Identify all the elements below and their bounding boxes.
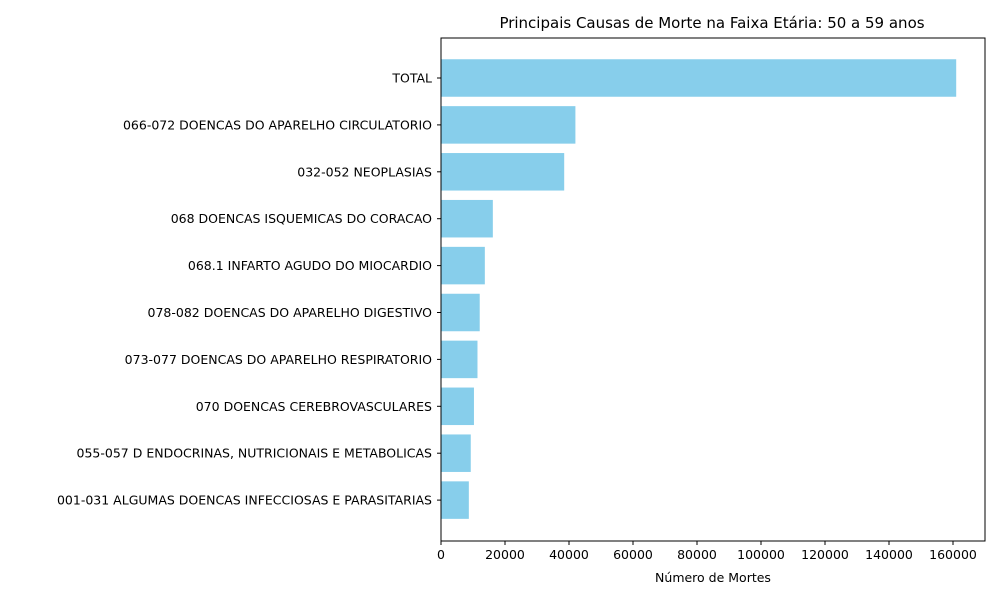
chart-title: Principais Causas de Morte na Faixa Etár… xyxy=(499,14,924,32)
axes-frame xyxy=(440,37,986,542)
category-label-1: 066-072 DOENCAS DO APARELHO CIRCULATORIO xyxy=(123,117,432,132)
category-label-4: 068.1 INFARTO AGUDO DO MIOCARDIO xyxy=(188,258,432,273)
x-tick-label-8: 160000 xyxy=(929,547,977,562)
category-label-8: 055-057 D ENDOCRINAS, NUTRICIONAIS E MET… xyxy=(77,446,433,461)
bar-5 xyxy=(441,293,480,332)
bar-2 xyxy=(441,153,565,191)
category-label-0: TOTAL xyxy=(391,71,432,86)
x-tick-label-2: 40000 xyxy=(549,547,589,562)
bar-9 xyxy=(441,481,469,519)
plot-frame xyxy=(440,37,986,542)
x-tick-label-4: 80000 xyxy=(677,547,717,562)
category-label-9: 001-031 ALGUMAS DOENCAS INFECCIOSAS E PA… xyxy=(57,493,432,508)
bar-7 xyxy=(441,387,474,426)
x-tick-label-1: 20000 xyxy=(485,547,525,562)
category-label-5: 078-082 DOENCAS DO APARELHO DIGESTIVO xyxy=(148,305,433,320)
bar-6 xyxy=(441,340,478,379)
bar-1 xyxy=(441,106,576,144)
bar-4 xyxy=(441,246,485,285)
category-label-7: 070 DOENCAS CEREBROVASCULARES xyxy=(196,399,432,414)
bar-3 xyxy=(441,199,493,238)
bar-0 xyxy=(441,59,957,97)
x-axis-label: Número de Mortes xyxy=(655,570,771,585)
x-tick-label-3: 60000 xyxy=(613,547,653,562)
bars-group xyxy=(441,59,957,519)
x-axis-ticks: 0 20000 40000 60000 80000 100000 120000 140000 1… xyxy=(437,541,977,562)
bar-8 xyxy=(441,434,471,472)
category-label-3: 068 DOENCAS ISQUEMICAS DO CORACAO xyxy=(171,211,432,226)
x-tick-label-5: 100000 xyxy=(737,547,785,562)
category-label-6: 073-077 DOENCAS DO APARELHO RESPIRATORIO xyxy=(125,352,432,367)
category-label-2: 032-052 NEOPLASIAS xyxy=(297,164,432,179)
x-tick-label-0: 0 xyxy=(437,547,445,562)
category-labels: TOTAL 066-072 DOENCAS DO APARELHO CIRCULA… xyxy=(57,71,441,508)
x-tick-label-6: 120000 xyxy=(801,547,849,562)
x-tick-label-7: 140000 xyxy=(865,547,913,562)
